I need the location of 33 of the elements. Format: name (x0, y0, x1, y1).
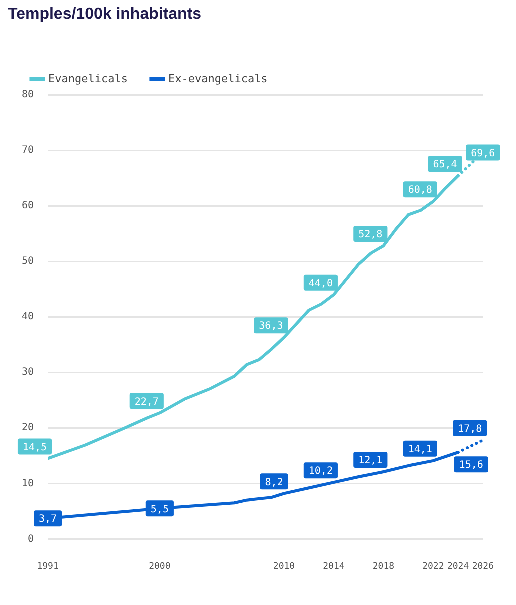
data-label: 14,5 (22, 442, 48, 454)
data-label: 22,7 (134, 396, 159, 408)
x-tick-label: 1991 (37, 562, 59, 572)
data-label: 52,8 (358, 230, 383, 241)
legend-label: Evangelicals (48, 72, 128, 86)
y-tick-label: 60 (22, 200, 34, 212)
x-tick-label: 2014 (323, 562, 345, 572)
legend-label: Ex-evangelicals (168, 72, 268, 86)
data-label: 17,8 (458, 424, 482, 435)
y-tick-label: 30 (22, 367, 34, 378)
data-label: 8,2 (265, 477, 284, 488)
data-label: 14,1 (408, 444, 432, 456)
x-tick-label: 2026 (472, 562, 494, 572)
x-tick-label: 2000 (149, 562, 171, 572)
y-tick-label: 50 (22, 256, 34, 268)
data-label: 12,1 (358, 456, 383, 467)
y-tick-label: 0 (28, 534, 34, 545)
chart-title: Temples/100k inhabitants (8, 6, 202, 24)
data-label: 60,8 (408, 185, 432, 196)
data-label: 36,3 (259, 321, 284, 332)
y-tick-label: 10 (22, 478, 34, 490)
y-tick-label: 80 (22, 90, 34, 101)
data-label: 10,2 (308, 466, 333, 478)
x-tick-label: 2018 (372, 562, 395, 572)
x-tick-label: 2022 (422, 562, 444, 572)
y-tick-label: 70 (22, 145, 34, 156)
y-tick-label: 20 (22, 422, 34, 434)
x-tick-label: 2024 (447, 562, 470, 572)
data-label: 65,4 (433, 160, 458, 171)
data-label: 15,6 (459, 460, 484, 472)
data-label: 44,0 (308, 278, 333, 290)
x-tick-label: 2010 (273, 562, 296, 572)
y-tick-label: 40 (22, 312, 34, 323)
